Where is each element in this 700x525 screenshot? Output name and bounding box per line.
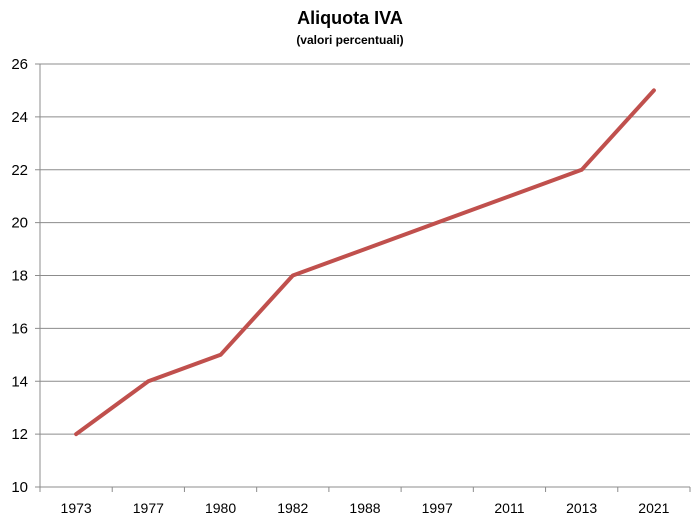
y-tick-label: 20 <box>11 215 28 232</box>
x-tick-label: 2011 <box>494 500 524 516</box>
chart-title: Aliquota IVA <box>297 8 403 28</box>
y-tick-label: 16 <box>11 320 28 337</box>
x-tick-label: 2021 <box>638 500 669 516</box>
x-tick-label: 1982 <box>277 500 308 516</box>
y-tick-label: 14 <box>11 373 28 390</box>
x-axis-ticks: 1973 1977 1980 1982 1988 1997 2011 2013 2021 <box>39 487 691 516</box>
y-tick-label: 10 <box>11 479 28 496</box>
x-tick-label: 2013 <box>566 500 597 516</box>
y-tick-label: 12 <box>11 426 28 443</box>
chart-subtitle: (valori percentuali) <box>296 33 404 47</box>
x-tick-label: 1997 <box>422 500 453 516</box>
x-tick-label: 1988 <box>349 500 380 516</box>
y-tick-label: 18 <box>11 268 28 285</box>
y-tick-label: 26 <box>11 56 28 73</box>
x-tick-label: 1977 <box>133 500 164 516</box>
x-tick-label: 1980 <box>205 500 236 516</box>
series-line <box>74 88 656 437</box>
y-tick-label: 24 <box>11 109 28 126</box>
y-axis-ticks: 10 12 14 16 18 20 22 24 26 <box>11 56 40 496</box>
x-tick-label: 1973 <box>61 500 92 516</box>
y-tick-label: 22 <box>11 162 28 179</box>
data-series <box>74 88 656 437</box>
